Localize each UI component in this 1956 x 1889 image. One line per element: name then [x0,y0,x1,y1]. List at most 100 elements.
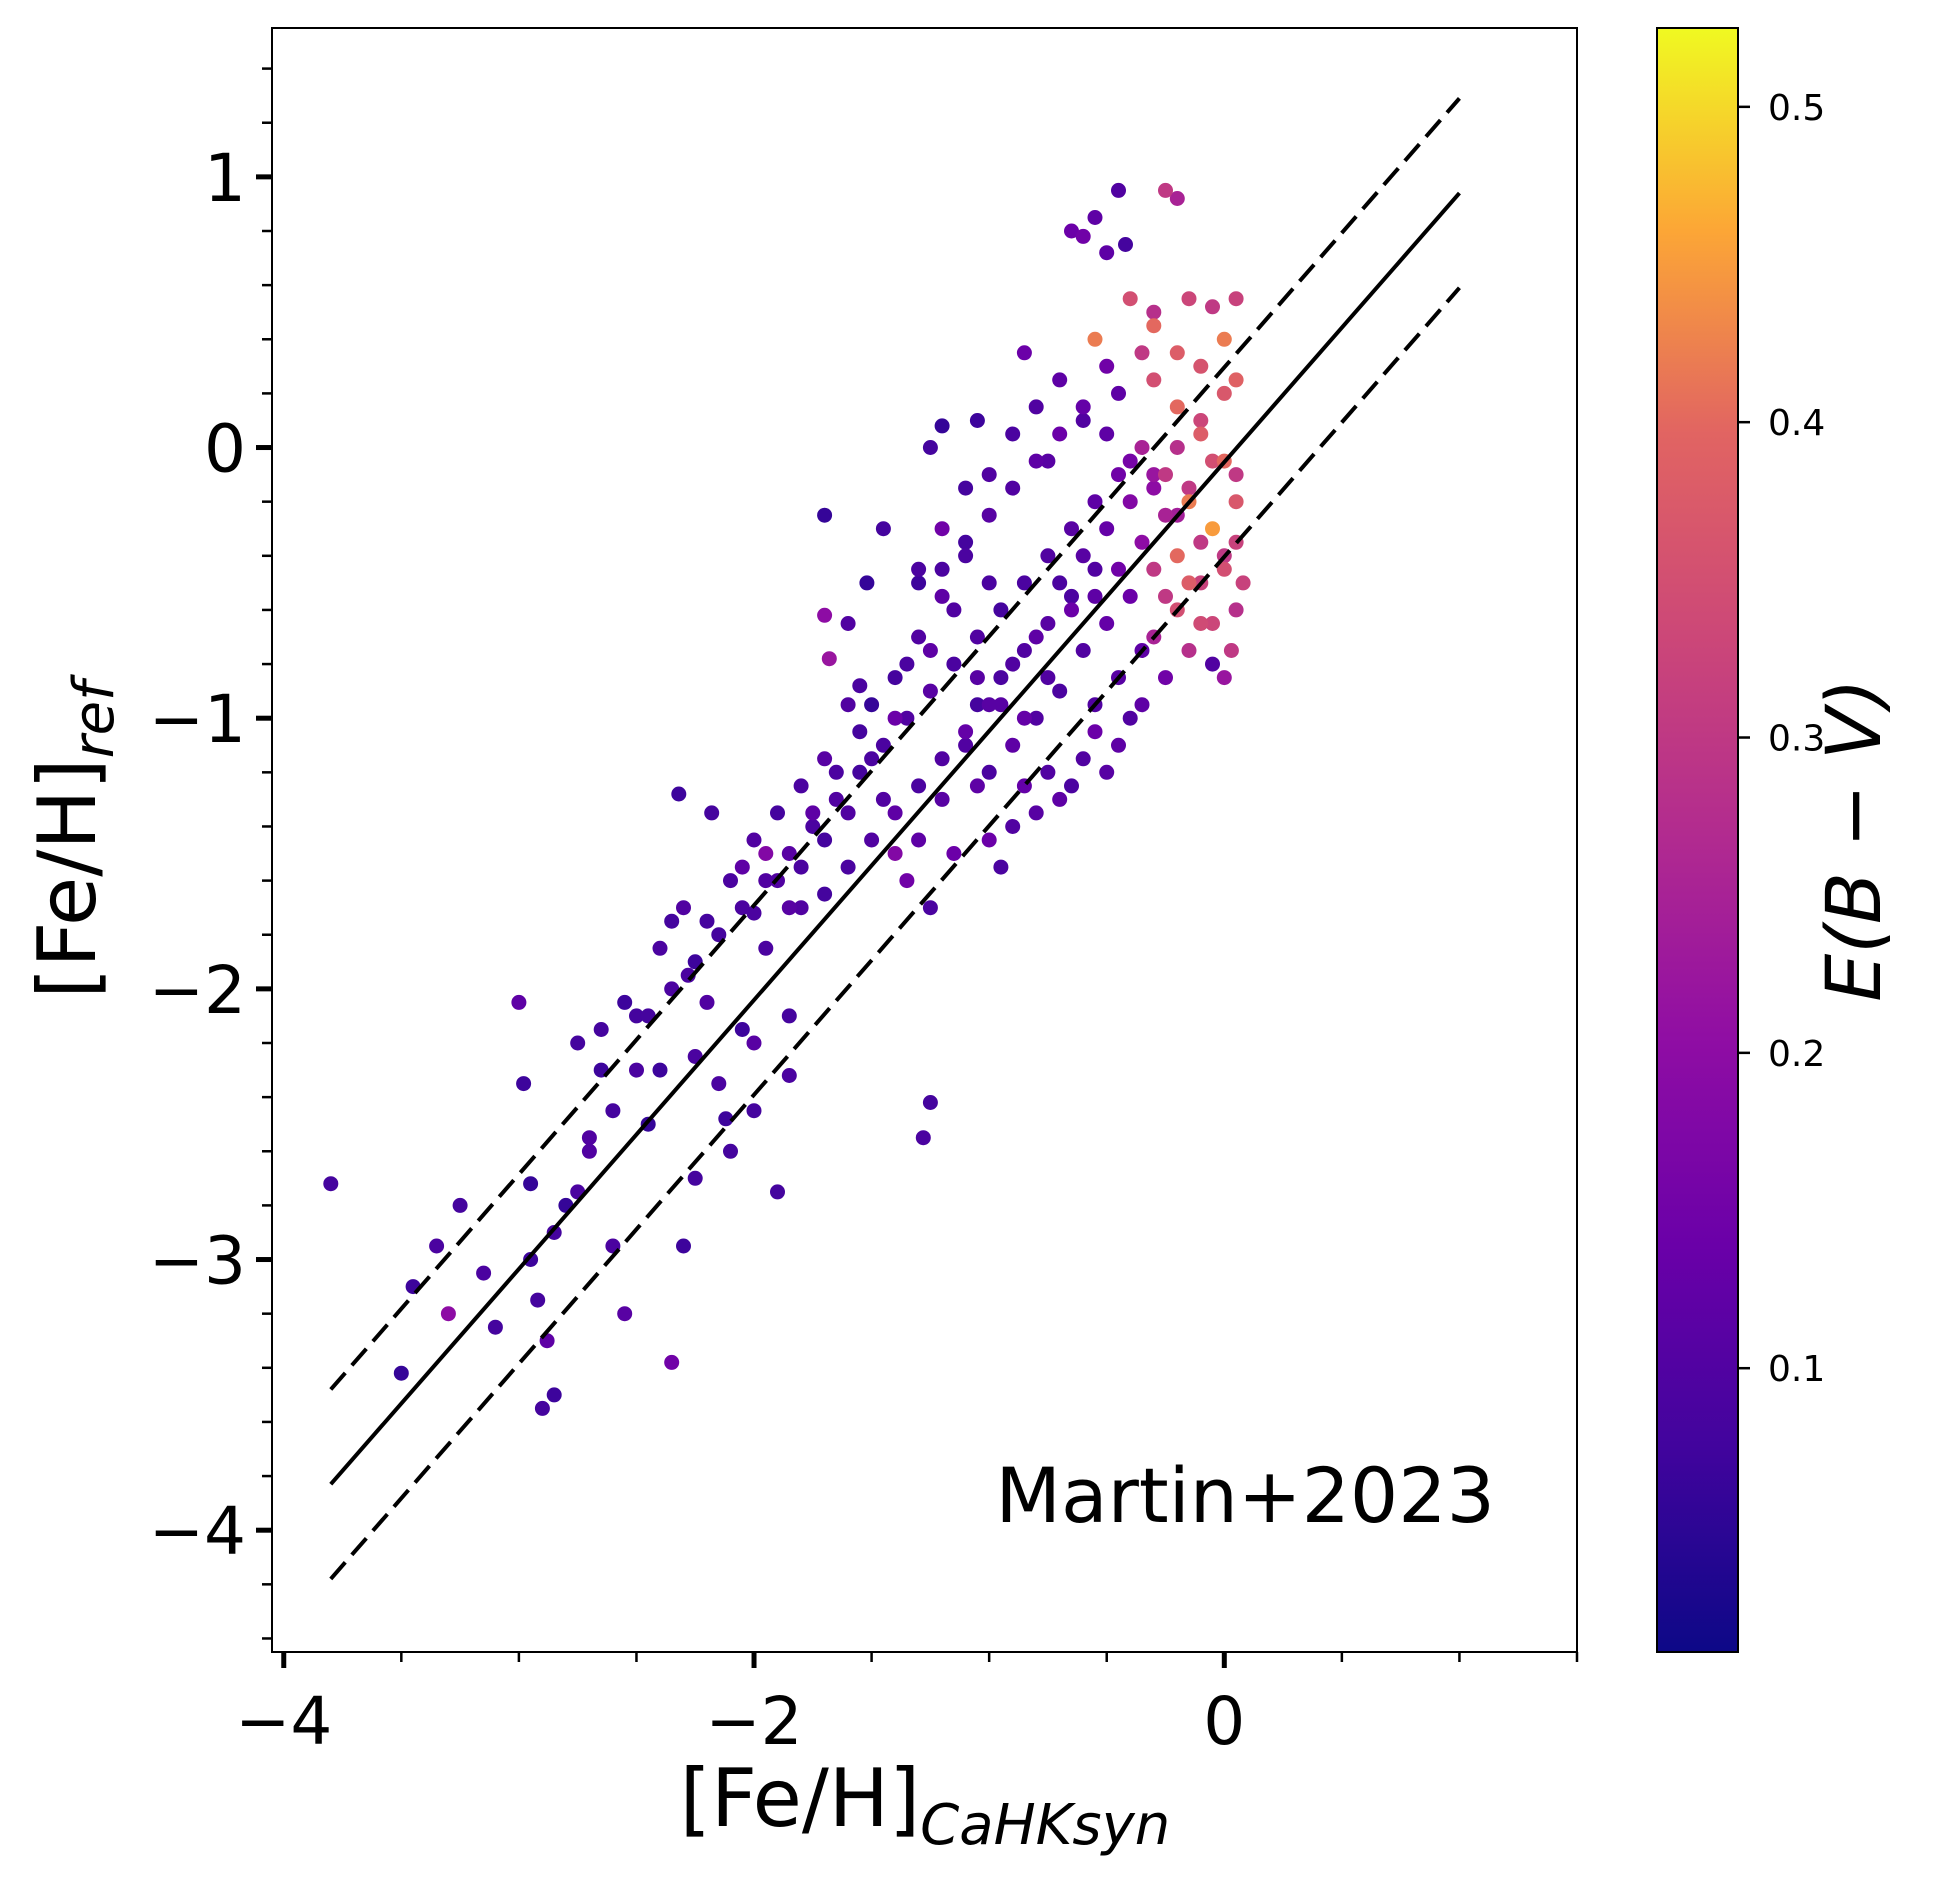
scatter-points [323,182,1251,1416]
data-point [1028,453,1044,469]
data-point [840,697,856,713]
data-point [711,1076,727,1092]
data-point [1075,228,1091,244]
data-point [758,846,774,861]
data-point [746,1103,762,1119]
data-point [1052,372,1068,388]
data-point [911,561,927,577]
colorbar-axis: 0.1 0.2 0.3 0.4 0.5 [1738,88,1825,1390]
data-point [899,873,915,889]
data-point [899,656,915,672]
data-point [1040,764,1056,780]
data-point [887,805,903,821]
data-point [993,859,1009,875]
data-point [1134,440,1150,455]
data-point [1216,670,1232,686]
data-point [734,859,750,875]
data-point [1111,385,1126,401]
data-point [1099,426,1115,442]
data-point [1146,480,1162,496]
data-point [1005,737,1021,753]
data-point [1158,670,1173,686]
data-point [1158,507,1173,523]
data-point [840,859,856,875]
data-point [993,670,1009,686]
data-point [1099,616,1115,631]
data-point [805,805,821,821]
data-point [1052,791,1068,807]
data-point [723,1143,738,1159]
x-axis: −4 −2 0 [235,1652,1579,1760]
data-point [958,480,974,496]
data-point [911,575,927,591]
data-point [734,900,750,916]
x-axis-label: [Fe/H]CaHKsyn [680,1752,1170,1858]
data-point [1064,223,1079,239]
data-point [781,1008,797,1024]
plot-frame [271,27,1578,1653]
data-point [1028,805,1044,821]
data-point [746,905,762,921]
data-point [1223,643,1239,658]
data-point [1111,737,1126,753]
y-axis-label-subscript: ref [62,674,127,758]
data-point [1169,345,1185,361]
data-point [1099,245,1115,261]
y-tick-label: −1 [149,681,246,758]
data-point [993,602,1009,618]
y-tick-label: −3 [149,1223,246,1300]
data-point [1216,561,1232,577]
data-point [1181,291,1197,307]
data-point [487,1319,503,1335]
colorbar-tick-label: 0.4 [1768,403,1825,444]
data-point [1228,494,1244,510]
data-point [817,832,833,848]
data-point [476,1265,492,1281]
x-tick-label: −4 [235,1683,332,1760]
one-to-one-line [329,191,1461,1486]
data-point [1075,751,1091,767]
data-point [1087,494,1103,510]
data-point [1052,683,1068,699]
y-tick-label: −4 [149,1493,246,1570]
data-point [875,737,891,753]
data-point [1181,643,1197,658]
data-point [852,724,868,740]
data-point [1005,426,1021,442]
data-point [899,710,915,726]
data-point [629,1008,644,1024]
data-point [934,751,950,767]
data-point [922,683,938,699]
data-point [840,805,856,821]
colorbar-tick-label: 0.5 [1768,88,1825,129]
data-point [958,724,974,740]
data-point [676,900,691,916]
data-point [758,873,774,889]
data-point [828,764,844,780]
data-point [699,913,715,929]
data-point [1122,291,1138,307]
data-point [1122,710,1138,726]
data-point [1169,548,1185,564]
data-point [969,670,985,686]
data-point [1216,385,1232,401]
data-point [1087,331,1103,347]
data-point [793,778,809,794]
data-point [770,1184,785,1200]
data-point [1228,291,1244,307]
data-point [671,786,687,802]
data-point [1028,399,1044,415]
data-point [1040,453,1056,469]
y-tick-label: 0 [204,411,246,488]
data-point [887,846,903,861]
data-point [530,1292,546,1308]
data-point [1228,602,1244,618]
data-point [981,832,997,848]
data-point [429,1238,445,1254]
x-tick-label: 0 [1203,1683,1245,1760]
data-point [1193,534,1209,550]
data-point [934,791,950,807]
data-point [859,575,875,591]
colorbar-label: E(B − V) [1809,678,1898,1001]
data-point [852,764,868,780]
